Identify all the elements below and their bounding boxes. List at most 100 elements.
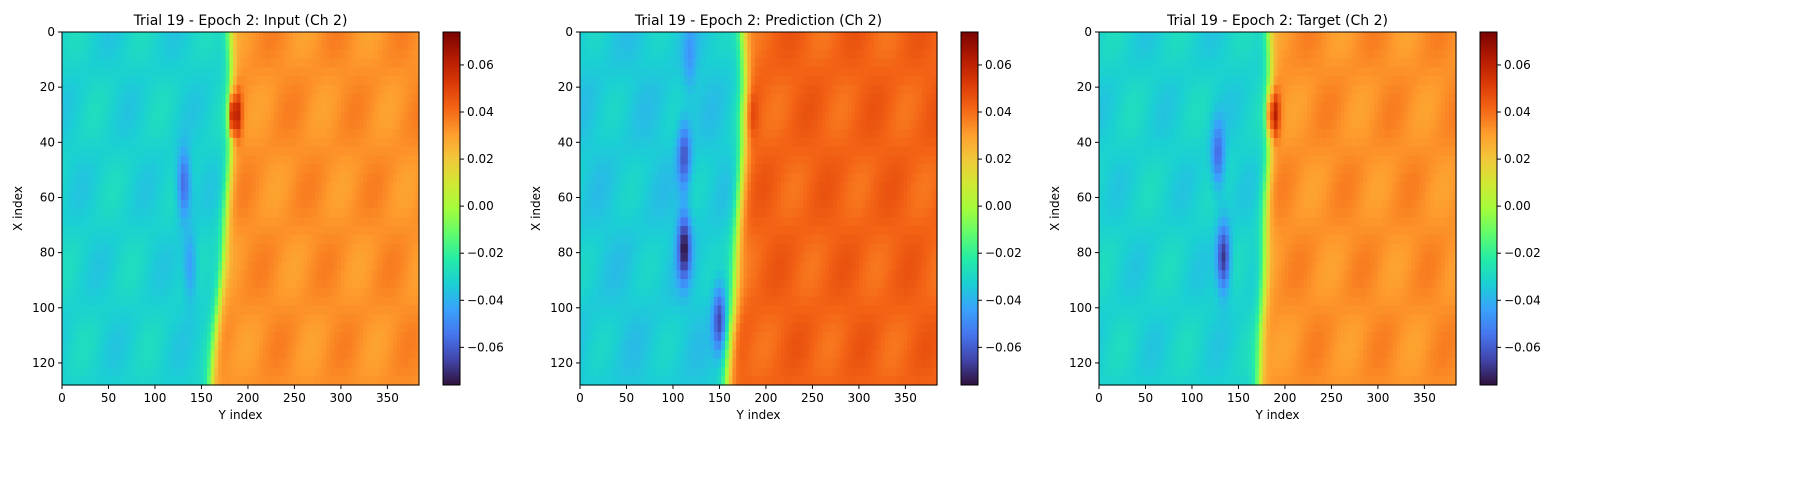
heatmap-cell bbox=[252, 147, 256, 156]
heatmap-cell bbox=[337, 341, 341, 350]
heatmap-cell bbox=[389, 306, 393, 315]
heatmap-cell bbox=[285, 235, 289, 244]
heatmap-cell bbox=[103, 244, 107, 253]
heatmap-cell bbox=[326, 253, 330, 262]
heatmap-cell bbox=[185, 323, 189, 332]
heatmap-cell bbox=[926, 111, 930, 120]
heatmap-cell bbox=[404, 76, 408, 85]
heatmap-cell bbox=[211, 226, 215, 235]
heatmap-cell bbox=[747, 32, 751, 41]
heatmap-cell bbox=[218, 200, 222, 209]
heatmap-cell bbox=[706, 50, 710, 59]
heatmap-cell bbox=[203, 50, 207, 59]
heatmap-cell bbox=[73, 147, 77, 156]
heatmap-cell bbox=[412, 156, 416, 165]
heatmap-cell bbox=[706, 41, 710, 50]
heatmap-cell bbox=[326, 182, 330, 191]
heatmap-cell bbox=[196, 376, 200, 385]
heatmap-cell bbox=[285, 138, 289, 147]
heatmap-cell bbox=[926, 41, 930, 50]
heatmap-cell bbox=[281, 261, 285, 270]
heatmap-cell bbox=[196, 156, 200, 165]
heatmap-cell bbox=[371, 323, 375, 332]
heatmap-cell bbox=[356, 85, 360, 94]
heatmap-cell bbox=[729, 120, 733, 129]
heatmap-cell bbox=[77, 103, 81, 112]
heatmap-cell bbox=[66, 209, 70, 218]
heatmap-cell bbox=[348, 191, 352, 200]
heatmap-cell bbox=[363, 323, 367, 332]
heatmap-cell bbox=[319, 323, 323, 332]
heatmap-cell bbox=[647, 50, 651, 59]
heatmap-cell bbox=[610, 94, 614, 103]
heatmap-cell bbox=[81, 350, 85, 359]
heatmap-cell bbox=[259, 191, 263, 200]
heatmap-cell bbox=[382, 341, 386, 350]
heatmap-cell bbox=[293, 94, 297, 103]
heatmap-cell bbox=[267, 94, 271, 103]
heatmap-cell bbox=[155, 288, 159, 297]
heatmap-cell bbox=[322, 58, 326, 67]
heatmap-cell bbox=[218, 376, 222, 385]
heatmap-cell bbox=[129, 279, 133, 288]
heatmap-cell bbox=[721, 85, 725, 94]
heatmap-cell bbox=[211, 50, 215, 59]
heatmap-cell bbox=[188, 173, 192, 182]
heatmap-cell bbox=[214, 200, 218, 209]
heatmap-cell bbox=[811, 32, 815, 41]
heatmap-cell bbox=[404, 111, 408, 120]
heatmap-cell bbox=[95, 129, 99, 138]
heatmap-cell bbox=[207, 147, 211, 156]
heatmap-cell bbox=[95, 191, 99, 200]
heatmap-cell bbox=[792, 103, 796, 112]
heatmap-cell bbox=[333, 314, 337, 323]
heatmap-cell bbox=[248, 32, 252, 41]
heatmap-cell bbox=[304, 270, 308, 279]
heatmap-cell bbox=[122, 138, 126, 147]
heatmap-cell bbox=[296, 323, 300, 332]
heatmap-cell bbox=[174, 156, 178, 165]
heatmap-cell bbox=[602, 50, 606, 59]
heatmap-cell bbox=[412, 94, 416, 103]
heatmap-cell bbox=[174, 58, 178, 67]
heatmap-cell bbox=[218, 94, 222, 103]
heatmap-cell bbox=[304, 288, 308, 297]
heatmap-cell bbox=[710, 111, 714, 120]
heatmap-cell bbox=[133, 209, 137, 218]
heatmap-cell bbox=[114, 270, 118, 279]
heatmap-cell bbox=[640, 85, 644, 94]
heatmap-cell bbox=[658, 94, 662, 103]
heatmap-cell bbox=[341, 173, 345, 182]
heatmap-cell bbox=[255, 226, 259, 235]
heatmap-cell bbox=[81, 76, 85, 85]
heatmap-cell bbox=[259, 279, 263, 288]
heatmap-cell bbox=[866, 76, 870, 85]
heatmap-cell bbox=[341, 306, 345, 315]
heatmap-cell bbox=[326, 120, 330, 129]
heatmap-cell bbox=[307, 306, 311, 315]
heatmap-cell bbox=[930, 32, 934, 41]
heatmap-cell bbox=[81, 94, 85, 103]
heatmap-cell bbox=[293, 58, 297, 67]
heatmap-cell bbox=[397, 376, 401, 385]
heatmap-cell bbox=[333, 359, 337, 368]
heatmap-cell bbox=[252, 288, 256, 297]
heatmap-cell bbox=[762, 76, 766, 85]
heatmap-cell bbox=[95, 359, 99, 368]
heatmap-cell bbox=[110, 367, 114, 376]
heatmap-cell bbox=[658, 50, 662, 59]
heatmap-cell bbox=[203, 173, 207, 182]
heatmap-cell bbox=[714, 111, 718, 120]
heatmap-cell bbox=[333, 341, 337, 350]
heatmap-cell bbox=[404, 94, 408, 103]
heatmap-cell bbox=[289, 323, 293, 332]
heatmap-cell bbox=[270, 164, 274, 173]
heatmap-cell bbox=[73, 261, 77, 270]
heatmap-cell bbox=[125, 138, 129, 147]
heatmap-cell bbox=[829, 94, 833, 103]
heatmap-cell bbox=[896, 76, 900, 85]
heatmap-cell bbox=[851, 85, 855, 94]
heatmap-cell bbox=[229, 376, 233, 385]
heatmap-cell bbox=[263, 182, 267, 191]
heatmap-cell bbox=[382, 111, 386, 120]
